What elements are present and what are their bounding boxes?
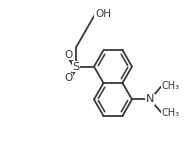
Text: O: O bbox=[64, 73, 73, 83]
Text: CH₃: CH₃ bbox=[162, 108, 180, 118]
Text: O: O bbox=[64, 50, 73, 60]
Text: N: N bbox=[146, 94, 154, 104]
Text: S: S bbox=[72, 61, 80, 72]
Text: CH₃: CH₃ bbox=[162, 81, 180, 91]
Text: OH: OH bbox=[95, 9, 111, 19]
